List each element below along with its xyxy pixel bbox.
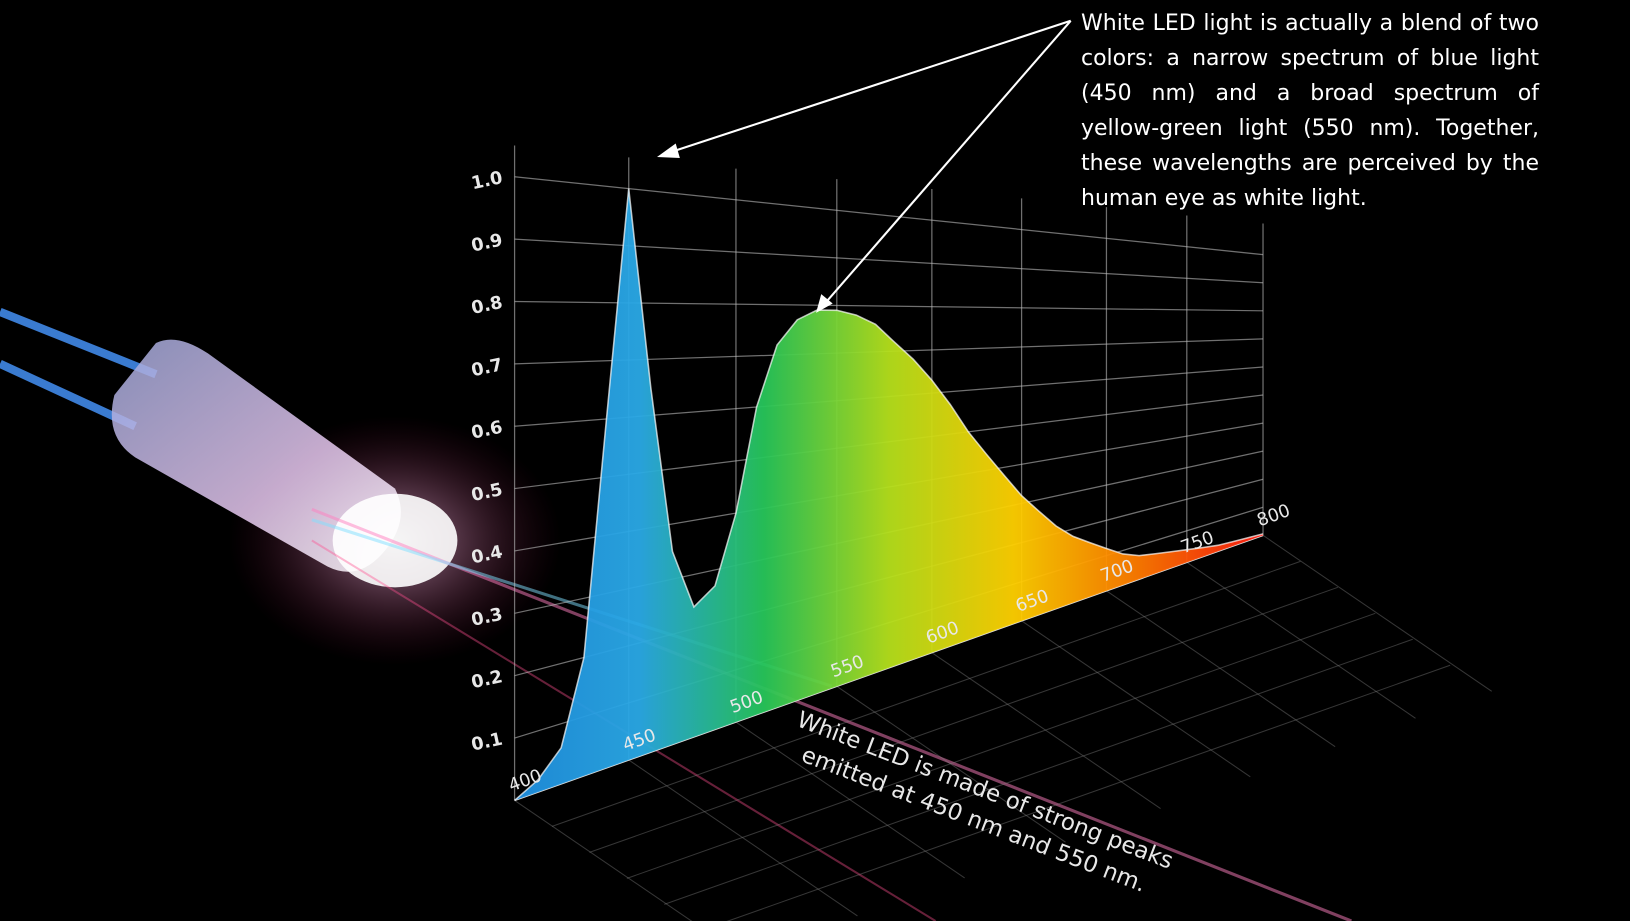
- floor-line: [1022, 621, 1251, 777]
- caption: White LED is made of strong peaks emitte…: [782, 707, 1176, 904]
- x-tick-label: 800: [1255, 501, 1294, 531]
- annotation: White LED light is actually a blend of t…: [1081, 6, 1539, 216]
- y-tick-label: 0.6: [470, 418, 505, 444]
- y-tick-label: 0.8: [470, 293, 505, 319]
- y-tick-label: 0.9: [470, 231, 505, 257]
- y-tick-label: 0.1: [470, 729, 505, 755]
- y-tick-label: 0.7: [470, 355, 505, 381]
- annotation-arrows: [657, 21, 1071, 313]
- floor-line: [1106, 591, 1335, 747]
- floor-line: [1263, 535, 1492, 691]
- floor-line: [629, 760, 858, 916]
- y-tick-label: 0.2: [470, 667, 505, 693]
- floor-line: [702, 665, 1450, 921]
- floor-line: [515, 800, 744, 921]
- caption-line: White LED is made of strong peaks: [793, 707, 1176, 875]
- y-tick-label: 1.0: [470, 168, 505, 194]
- page: 0.10.20.30.40.50.60.70.80.91.04004505005…: [0, 0, 1630, 921]
- floor-line: [1187, 562, 1416, 718]
